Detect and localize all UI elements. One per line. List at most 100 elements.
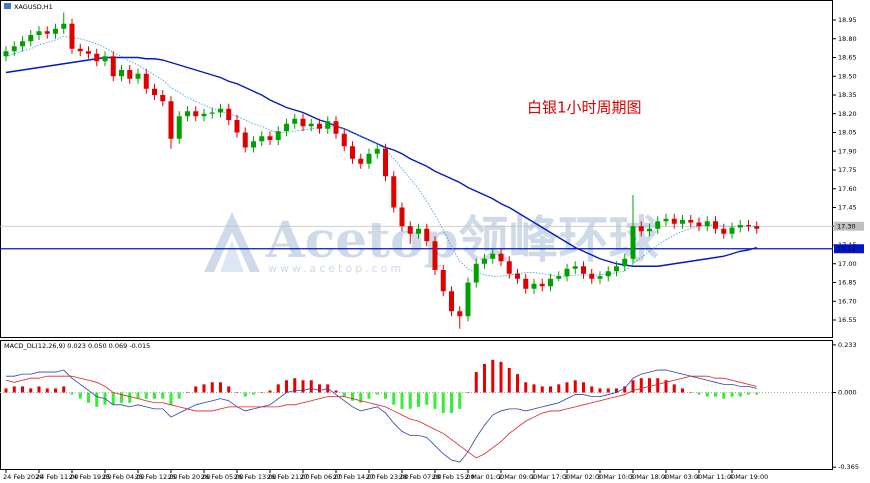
- macd-bar: [573, 380, 577, 393]
- macd-bar: [243, 392, 247, 397]
- y-tick-label: 18.35: [838, 91, 857, 99]
- watermark-text: Acetop领峰环球: [265, 210, 659, 269]
- candle-body: [3, 51, 9, 57]
- candle-body: [581, 266, 586, 274]
- macd-bar: [37, 386, 41, 393]
- candle-body: [110, 56, 116, 77]
- x-tick-label: 2 Mar 01:00: [465, 473, 504, 481]
- macd-bar: [565, 382, 569, 393]
- candle-body: [688, 220, 694, 223]
- macd-title: MACD_DL(12,26,9) 0.023 0.050 0.069 -0.01…: [4, 342, 150, 350]
- macd-bar: [466, 392, 470, 394]
- macd-bar: [202, 384, 206, 393]
- candle-body: [20, 41, 25, 47]
- macd-bar: [491, 359, 495, 393]
- y-tick-label: 18.20: [838, 110, 857, 118]
- candle-body: [350, 146, 355, 159]
- macd-bar: [590, 386, 594, 393]
- candle-body: [374, 148, 380, 154]
- candle-body: [160, 95, 166, 102]
- macd-bar: [582, 382, 585, 393]
- macd-bar: [656, 378, 660, 393]
- candle-body: [589, 273, 595, 279]
- candle-body: [341, 133, 347, 147]
- candle-body: [218, 108, 223, 113]
- candle-body: [127, 70, 133, 79]
- candle-body: [119, 70, 124, 77]
- candle-body: [605, 271, 611, 277]
- macd-bar: [318, 384, 321, 393]
- candle-body: [209, 112, 215, 114]
- macd-bar: [87, 392, 90, 403]
- macd-bar: [384, 392, 387, 399]
- y-tick-label: 18.80: [838, 35, 857, 43]
- macd-bar: [549, 386, 552, 393]
- candle-body: [77, 48, 83, 52]
- candle-body: [506, 261, 512, 274]
- y-tick-label: 18.95: [838, 16, 857, 24]
- candle-body: [416, 228, 421, 234]
- macd-bar: [21, 386, 24, 393]
- macd-bar: [615, 388, 618, 393]
- symbol-title: XAGUSD,H1: [14, 3, 53, 11]
- candle-body: [383, 148, 388, 177]
- macd-bar: [260, 392, 264, 394]
- candle-body: [713, 221, 718, 229]
- symbol-icon: [4, 3, 11, 9]
- candle-body: [704, 221, 710, 227]
- x-tick-label: 27 Feb 14:00: [333, 473, 376, 481]
- x-tick-label: 25 Feb 12:00: [135, 473, 178, 481]
- candle-body: [284, 123, 289, 132]
- candle-body: [11, 46, 17, 52]
- macd-bar: [29, 388, 33, 393]
- macd-bar: [62, 386, 66, 393]
- candle-body: [251, 141, 256, 148]
- candle-body: [737, 225, 743, 228]
- candle-body: [292, 118, 298, 124]
- macd-bar: [540, 386, 544, 393]
- candle-body: [572, 266, 578, 269]
- candle-body: [325, 121, 331, 129]
- candle-body: [729, 227, 735, 234]
- candle-body: [267, 136, 273, 140]
- macd-bar: [557, 384, 561, 393]
- watermark-url: www.acetop.com: [268, 262, 404, 275]
- candle-body: [482, 258, 487, 264]
- macd-bar: [747, 392, 750, 395]
- y-tick-label: 16.70: [838, 297, 857, 305]
- macd-bar: [227, 386, 231, 393]
- candle-body: [630, 226, 636, 259]
- candle-body: [746, 225, 751, 227]
- macd-bar: [458, 392, 462, 409]
- candle-body: [498, 253, 504, 262]
- macd-bar: [95, 392, 99, 407]
- macd-bar: [408, 392, 412, 409]
- candle-body: [539, 283, 545, 287]
- y-tick-label: -0.365: [838, 463, 859, 471]
- candle-body: [135, 73, 141, 79]
- macd-bar: [367, 392, 371, 399]
- macd-bar: [136, 392, 140, 399]
- candle-body: [407, 226, 413, 234]
- macd-bar: [755, 392, 759, 395]
- macd-bar: [268, 390, 272, 393]
- y-tick-label: 16.55: [838, 316, 857, 324]
- candle-body: [671, 218, 677, 224]
- macd-bar: [425, 392, 429, 405]
- macd-bar: [293, 378, 297, 393]
- candle-body: [275, 131, 281, 140]
- candle-body: [465, 282, 471, 317]
- macd-bar: [120, 392, 123, 403]
- x-tick-label: 26 Feb 05:00: [201, 473, 244, 481]
- candle-body: [663, 218, 669, 222]
- macd-bar: [516, 374, 519, 393]
- candle-body: [308, 123, 314, 127]
- price-label: 17.30: [837, 222, 856, 230]
- macd-bar: [697, 392, 701, 395]
- y-tick-label: 17.00: [838, 260, 857, 268]
- candle-body: [564, 268, 570, 277]
- macd-bar: [45, 388, 49, 393]
- macd-bar: [417, 392, 420, 407]
- y-tick-label: 17.45: [838, 204, 857, 212]
- macd-main-line: [6, 369, 757, 463]
